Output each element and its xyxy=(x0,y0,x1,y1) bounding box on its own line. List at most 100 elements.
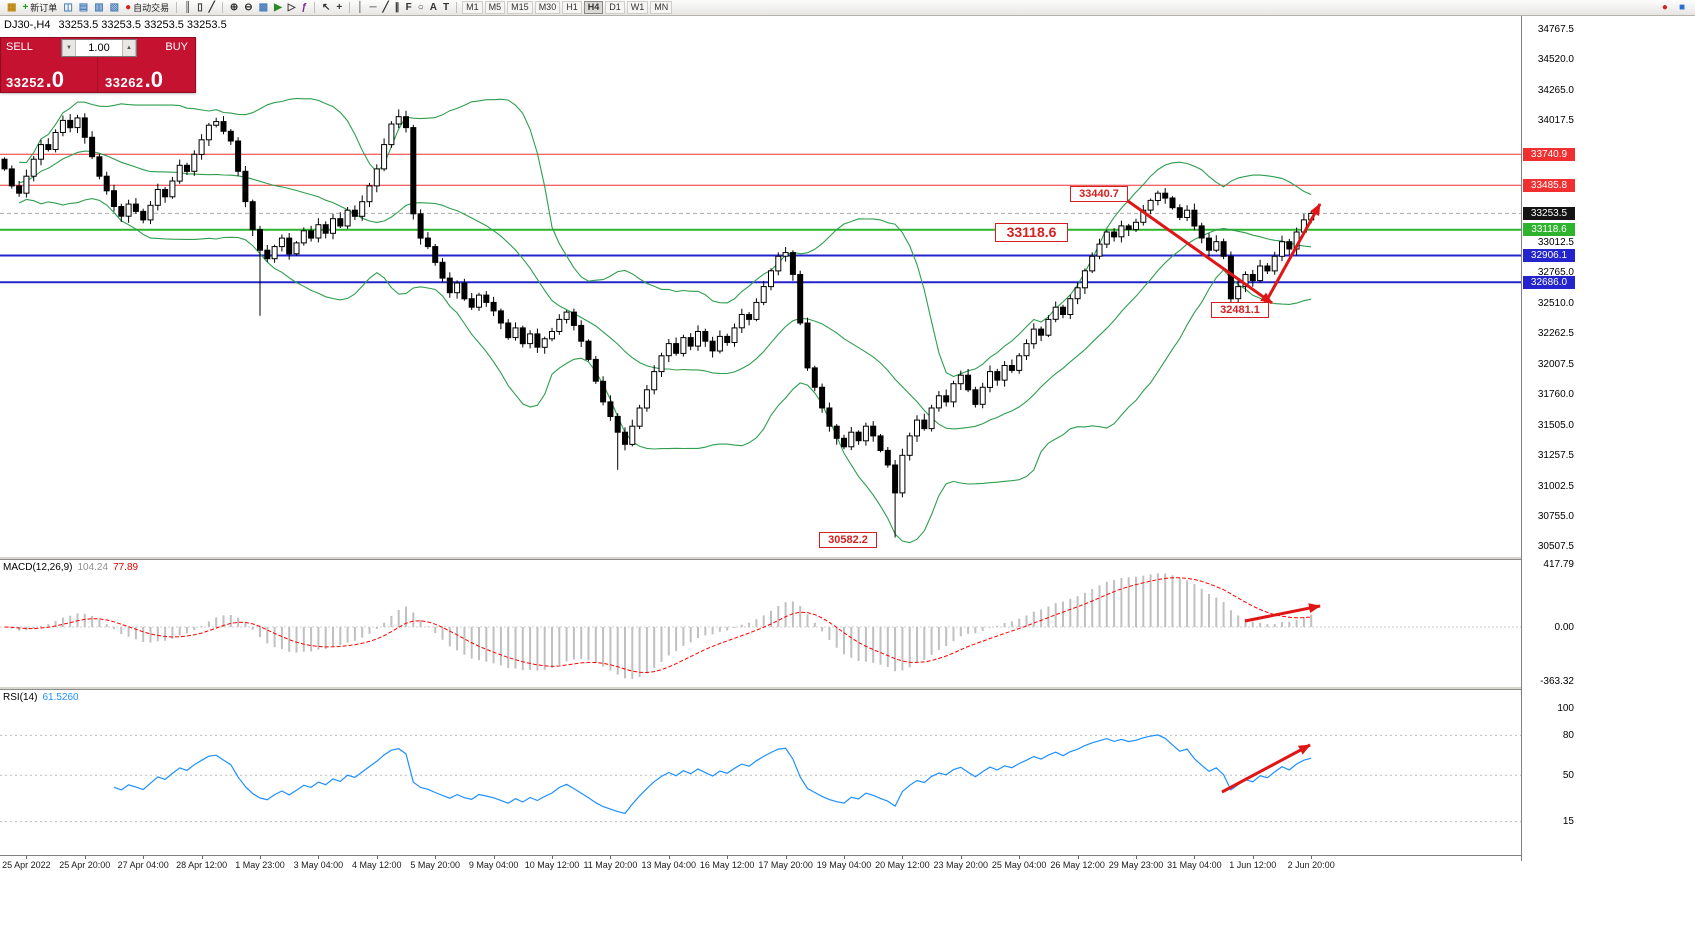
chart-window: DJ30-,H4 33253.5 33253.5 33253.5 33253.5 … xyxy=(0,16,1695,938)
navigator-button[interactable]: ▥ xyxy=(92,1,105,15)
new-order-button[interactable]: + 新订单 xyxy=(20,1,59,15)
timeframe-d1-button[interactable]: D1 xyxy=(605,1,625,14)
crosshair-button[interactable]: + xyxy=(334,1,344,15)
macd-panel-chart[interactable] xyxy=(0,560,1521,686)
bollinger-upper-band xyxy=(19,97,1312,378)
price-scale[interactable]: 34767.5 34520.0 34265.0 34017.5 33012.5 32765… xyxy=(1521,16,1595,861)
current-bid-label: 33253.5 xyxy=(1523,206,1575,220)
zoom-in-button[interactable]: ⊕ xyxy=(228,1,240,15)
chart-shift-button[interactable]: ▷ xyxy=(286,1,298,15)
horizontal-line-button[interactable]: ─ xyxy=(368,1,379,15)
symbol-period-label: DJ30-,H4 xyxy=(4,19,51,31)
price-scale-label: 32007.5 xyxy=(1537,359,1574,371)
macd-signal-line xyxy=(4,577,1312,674)
arrow-label-button[interactable]: T xyxy=(441,1,451,15)
auto-scroll-button[interactable]: ▶ xyxy=(272,1,284,15)
timeframe-m15-button[interactable]: M15 xyxy=(507,1,533,14)
bar-chart-button[interactable]: ║ xyxy=(182,1,193,15)
zoom-out-button[interactable]: ⊖ xyxy=(242,1,254,15)
fibonacci-icon: F xyxy=(405,2,412,13)
new-chart-button[interactable]: ▦ xyxy=(5,1,18,15)
volume-increase-button[interactable]: ▲ xyxy=(122,40,136,56)
price-annotation[interactable]: 33118.6 xyxy=(995,223,1068,242)
timeframe-h4-button[interactable]: H4 xyxy=(583,1,604,14)
volume-control: ▼ ▲ xyxy=(61,39,137,57)
fibonacci-button[interactable]: F xyxy=(404,1,414,15)
mql5-community-button[interactable]: ● xyxy=(1660,1,1670,15)
price-scale-label: 31505.0 xyxy=(1537,420,1574,432)
volume-decrease-button[interactable]: ▼ xyxy=(62,40,76,56)
timeframe-mn-button[interactable]: MN xyxy=(650,1,673,14)
rsi-panel-chart[interactable] xyxy=(0,690,1521,855)
text-icon: A xyxy=(429,2,438,13)
timeframe-w1-button[interactable]: W1 xyxy=(626,1,649,14)
time-axis-label: 25 Apr 2022 xyxy=(2,860,51,870)
time-axis-tick xyxy=(785,856,787,859)
horizontal-line-icon: ─ xyxy=(369,2,377,13)
sell-price: 33252 .0 xyxy=(6,67,65,92)
time-axis-label: 26 May 12:00 xyxy=(1050,860,1105,870)
time-axis-label: 20 May 12:00 xyxy=(875,860,930,870)
panel-separator-macd[interactable] xyxy=(0,556,1595,560)
volume-input[interactable] xyxy=(76,40,122,56)
time-axis-tick xyxy=(1077,856,1079,859)
price-annotation[interactable]: 33440.7 xyxy=(1070,186,1128,202)
time-axis-label: 1 Jun 12:00 xyxy=(1229,860,1277,870)
buy-button[interactable]: BUY 33262 .0 xyxy=(97,38,195,92)
market-watch-button[interactable]: ▤ xyxy=(77,1,90,15)
profiles-button[interactable]: ◫ xyxy=(61,1,74,15)
autotrade-button[interactable]: ● 自动交易 xyxy=(123,1,171,15)
line-chart-button[interactable]: ╱ xyxy=(207,1,217,15)
new-order-button-label: 新订单 xyxy=(30,3,58,13)
time-axis-label: 5 May 20:00 xyxy=(410,860,460,870)
text-button[interactable]: A xyxy=(428,1,439,15)
time-axis-tick xyxy=(1136,856,1137,859)
time-axis-tick xyxy=(26,856,28,859)
shapes-button[interactable]: ○ xyxy=(416,1,426,15)
sell-price-pips: .0 xyxy=(45,67,65,92)
price-line-label: 32906.1 xyxy=(1523,249,1575,262)
terminal-button[interactable]: ▧ xyxy=(108,1,121,15)
panel-separator-rsi[interactable] xyxy=(0,686,1595,690)
timeframe-m1-button[interactable]: M1 xyxy=(462,1,483,14)
zoom-out-icon: ⊖ xyxy=(244,2,253,13)
sell-label: SELL xyxy=(6,41,33,53)
time-axis-tick xyxy=(727,856,729,859)
cursor-button[interactable]: ↖ xyxy=(320,1,332,15)
terminal-icon: ▧ xyxy=(109,2,120,13)
price-scale-label: 30507.5 xyxy=(1537,541,1574,553)
channel-button[interactable]: ∥ xyxy=(393,1,402,15)
candlestick-chart[interactable] xyxy=(0,16,1521,556)
time-axis-label: 19 May 04:00 xyxy=(816,860,872,870)
time-axis-tick xyxy=(435,856,437,859)
sell-price-main: 33252 xyxy=(6,75,45,90)
price-line-label: 32686.0 xyxy=(1523,275,1575,289)
indicators-button[interactable]: ƒ xyxy=(299,1,309,15)
time-axis-label: 16 May 12:00 xyxy=(699,860,755,870)
navigator-icon: ▥ xyxy=(94,2,104,13)
price-annotation[interactable]: 32481.1 xyxy=(1211,302,1269,318)
macd-main-value: 104.24 xyxy=(77,562,109,573)
time-axis-tick xyxy=(610,856,612,859)
timeframe-m5-button[interactable]: M5 xyxy=(484,1,506,14)
time-axis-tick xyxy=(960,856,962,859)
vertical-line-button[interactable]: │ xyxy=(355,1,365,15)
timeframe-h1-button[interactable]: H1 xyxy=(562,1,582,14)
time-axis[interactable]: 25 Apr 2022 25 Apr 20:00 27 Apr 04:00 28 Ap… xyxy=(0,855,1595,877)
macd-scale-label: -363.32 xyxy=(1540,675,1574,687)
price-annotation[interactable]: 30582.2 xyxy=(819,532,877,548)
chat-button[interactable]: ■ xyxy=(1677,1,1687,15)
trendline-button[interactable]: ╱ xyxy=(381,1,391,15)
tile-windows-button[interactable]: ▩ xyxy=(257,1,270,15)
time-axis-label: 28 Apr 12:00 xyxy=(176,860,228,870)
chart-shift-icon: ▷ xyxy=(287,2,296,13)
indicators-icon: ƒ xyxy=(301,2,308,13)
time-axis-tick xyxy=(1311,856,1313,859)
price-scale-label: 34017.5 xyxy=(1537,115,1574,127)
price-scale-label: 31002.5 xyxy=(1537,481,1574,492)
macd-indicator-label: MACD(12,26,9) 104.24 77.89 xyxy=(3,562,138,573)
candlestick-chart-button[interactable]: ▯ xyxy=(195,1,205,15)
buy-price-pips: .0 xyxy=(144,67,164,92)
time-axis-tick xyxy=(844,856,845,859)
timeframe-m30-button[interactable]: M30 xyxy=(534,1,561,14)
